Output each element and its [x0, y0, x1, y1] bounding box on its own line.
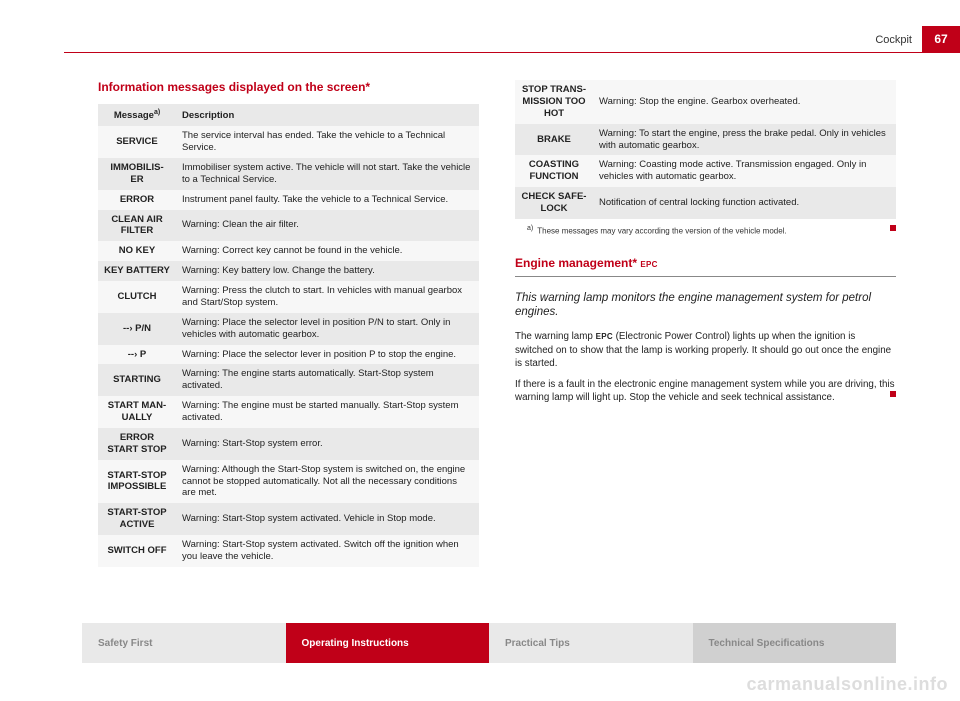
desc-cell: Warning: The engine must be started manu… — [176, 396, 479, 428]
table-row: CHECK SAFE-LOCKNotification of central l… — [515, 187, 896, 219]
section-label: Cockpit — [875, 34, 912, 46]
desc-cell: Warning: Press the clutch to start. In v… — [176, 281, 479, 313]
msg-cell: CLEAN AIR FILTER — [98, 210, 176, 242]
msg-cell: START-STOP ACTIVE — [98, 503, 176, 535]
msg-cell: ERROR — [98, 190, 176, 210]
heading-divider — [515, 276, 896, 277]
desc-cell: Warning: To start the engine, press the … — [593, 124, 896, 156]
desc-cell: The service interval has ended. Take the… — [176, 126, 479, 158]
table-row: --› PWarning: Place the selector lever i… — [98, 345, 479, 365]
msg-cell: COASTING FUNCTION — [515, 155, 593, 187]
engine-p2: If there is a fault in the electronic en… — [515, 378, 896, 404]
msg-cell: STARTING — [98, 364, 176, 396]
msg-cell: CHECK SAFE-LOCK — [515, 187, 593, 219]
msg-cell: SERVICE — [98, 126, 176, 158]
page-number-tab: 67 — [922, 26, 960, 52]
epc-icon: EPC — [640, 260, 657, 269]
msg-cell: CLUTCH — [98, 281, 176, 313]
desc-cell: Warning: Start-Stop system error. — [176, 428, 479, 460]
table-row: START-STOP IMPOSSIBLEWarning: Although t… — [98, 460, 479, 504]
desc-cell: Warning: Place the selector level in pos… — [176, 313, 479, 345]
desc-cell: Warning: Stop the engine. Gearbox overhe… — [593, 80, 896, 124]
footer-tips[interactable]: Practical Tips — [489, 623, 693, 663]
watermark: carmanualsonline.info — [746, 674, 948, 695]
footer-nav: Safety First Operating Instructions Prac… — [82, 623, 896, 663]
desc-cell: Warning: Clean the air filter. — [176, 210, 479, 242]
desc-cell: Warning: The engine starts automatically… — [176, 364, 479, 396]
messages-table-right: STOP TRANS-MISSION TOO HOTWarning: Stop … — [515, 80, 896, 219]
desc-cell: Warning: Place the selector lever in pos… — [176, 345, 479, 365]
content-area: Information messages displayed on the sc… — [98, 80, 896, 567]
desc-cell: Warning: Start-Stop system activated. Sw… — [176, 535, 479, 567]
header-divider — [64, 52, 960, 53]
footer-tech[interactable]: Technical Specifications — [693, 623, 897, 663]
msg-cell: SWITCH OFF — [98, 535, 176, 567]
table-row: SERVICEThe service interval has ended. T… — [98, 126, 479, 158]
table-row: IMMOBILIS-ERImmobiliser system active. T… — [98, 158, 479, 190]
table-row: START-STOP ACTIVEWarning: Start-Stop sys… — [98, 503, 479, 535]
left-heading: Information messages displayed on the sc… — [98, 80, 479, 94]
epc-icon: EPC — [596, 332, 613, 341]
footnote-sup: a) — [527, 225, 533, 232]
msg-cell: NO KEY — [98, 241, 176, 261]
msg-cell: IMMOBILIS-ER — [98, 158, 176, 190]
footnote-text: These messages may vary according the ve… — [537, 227, 786, 236]
th-description: Description — [176, 104, 479, 126]
table-row: STOP TRANS-MISSION TOO HOTWarning: Stop … — [515, 80, 896, 124]
msg-cell: START-STOP IMPOSSIBLE — [98, 460, 176, 504]
desc-cell: Warning: Coasting mode active. Transmiss… — [593, 155, 896, 187]
left-column: Information messages displayed on the sc… — [98, 80, 479, 567]
page-number: 67 — [934, 32, 947, 46]
desc-cell: Notification of central locking function… — [593, 187, 896, 219]
end-square-icon — [890, 391, 896, 397]
table-row: BRAKEWarning: To start the engine, press… — [515, 124, 896, 156]
table-row: ERRORInstrument panel faulty. Take the v… — [98, 190, 479, 210]
table-row: START MAN-UALLYWarning: The engine must … — [98, 396, 479, 428]
msg-cell: STOP TRANS-MISSION TOO HOT — [515, 80, 593, 124]
right-column: STOP TRANS-MISSION TOO HOTWarning: Stop … — [515, 80, 896, 567]
messages-table-left: Messagea) Description SERVICEThe service… — [98, 104, 479, 567]
engine-intro: This warning lamp monitors the engine ma… — [515, 291, 896, 321]
table-row: COASTING FUNCTIONWarning: Coasting mode … — [515, 155, 896, 187]
desc-cell: Instrument panel faulty. Take the vehicl… — [176, 190, 479, 210]
desc-cell: Warning: Key battery low. Change the bat… — [176, 261, 479, 281]
desc-cell: Warning: Correct key cannot be found in … — [176, 241, 479, 261]
desc-cell: Immobiliser system active. The vehicle w… — [176, 158, 479, 190]
end-square-icon — [890, 225, 896, 231]
table-row: NO KEYWarning: Correct key cannot be fou… — [98, 241, 479, 261]
desc-cell: Warning: Start-Stop system activated. Ve… — [176, 503, 479, 535]
table-row: CLEAN AIR FILTERWarning: Clean the air f… — [98, 210, 479, 242]
engine-heading: Engine management* EPC — [515, 256, 896, 270]
msg-cell: --› P/N — [98, 313, 176, 345]
msg-cell: START MAN-UALLY — [98, 396, 176, 428]
table-row: --› P/NWarning: Place the selector level… — [98, 313, 479, 345]
msg-cell: BRAKE — [515, 124, 593, 156]
footnote: a) These messages may vary according the … — [515, 225, 896, 236]
table-row: SWITCH OFFWarning: Start-Stop system act… — [98, 535, 479, 567]
table-row: KEY BATTERYWarning: Key battery low. Cha… — [98, 261, 479, 281]
msg-cell: KEY BATTERY — [98, 261, 176, 281]
desc-cell: Warning: Although the Start-Stop system … — [176, 460, 479, 504]
footer-safety[interactable]: Safety First — [82, 623, 286, 663]
footer-operating[interactable]: Operating Instructions — [286, 623, 490, 663]
msg-cell: ERROR START STOP — [98, 428, 176, 460]
table-row: STARTINGWarning: The engine starts autom… — [98, 364, 479, 396]
th-message: Messagea) — [98, 104, 176, 126]
engine-p1: The warning lamp EPC (Electronic Power C… — [515, 330, 896, 370]
table-row: CLUTCHWarning: Press the clutch to start… — [98, 281, 479, 313]
msg-cell: --› P — [98, 345, 176, 365]
table-row: ERROR START STOPWarning: Start-Stop syst… — [98, 428, 479, 460]
